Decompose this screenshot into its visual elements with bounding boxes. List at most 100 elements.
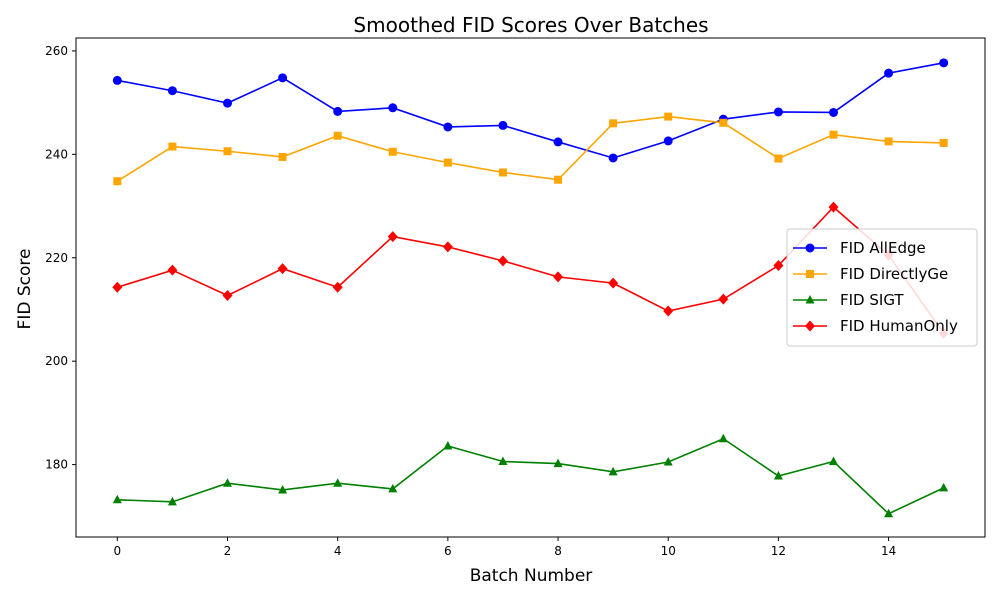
legend-label: FID DirectlyGe (840, 265, 948, 283)
data-point-fid-alledge (608, 153, 618, 163)
legend-marker (805, 295, 815, 304)
data-point-fid-alledge (829, 107, 838, 117)
data-point-fid-humanonly (663, 305, 674, 317)
legend-item-fid-alledge: FID AllEdge (793, 239, 926, 257)
data-point-fid-sigt (333, 478, 343, 487)
data-point-fid-alledge (278, 73, 288, 83)
data-point-fid-humanonly (828, 201, 839, 213)
data-point-fid-directlyge (498, 168, 507, 177)
data-point-fid-directlyge (388, 147, 397, 156)
axis-ticks: 0 2 4 6 8 10 12 14 180 200 220 240 260 (45, 44, 896, 558)
series-fid-directlyge (113, 112, 948, 186)
data-point-fid-directlyge (333, 131, 342, 140)
data-point-fid-alledge (884, 68, 894, 78)
data-point-fid-directlyge (609, 119, 618, 128)
data-point-fid-directlyge (554, 175, 563, 184)
series-fid-sigt (112, 433, 949, 518)
legend-label: FID SIGT (840, 291, 904, 309)
legend: FID AllEdge FID DirectlyGe FID SIGT FID Hum… (786, 228, 978, 347)
series-fid-alledge (112, 58, 949, 163)
data-point-fid-sigt (443, 440, 453, 450)
data-point-fid-sigt (718, 433, 728, 443)
data-point-fid-sigt (829, 456, 838, 466)
data-point-fid-sigt (167, 496, 177, 506)
data-point-fid-humanonly (387, 231, 398, 243)
data-point-fid-sigt (884, 508, 894, 518)
data-point-fid-alledge (553, 137, 563, 147)
chart-title: Smoothed FID Scores Over Batches (353, 13, 708, 37)
legend-marker (806, 270, 814, 278)
data-point-fid-directlyge (719, 118, 728, 127)
data-point-fid-directlyge (443, 158, 452, 167)
x-tick-label: 2 (224, 544, 232, 558)
series-line-fid-directlyge (116, 115, 944, 182)
y-tick-label: 220 (45, 251, 68, 265)
legend-label: FID AllEdge (840, 239, 926, 257)
data-point-fid-alledge (939, 58, 949, 68)
legend-item-fid-sigt: FID SIGT (793, 291, 904, 309)
data-point-fid-alledge (223, 98, 232, 108)
legend-item-fid-humanonly: FID HumanOnly (793, 317, 958, 335)
x-axis-title: Batch Number (470, 566, 593, 586)
data-point-fid-alledge (773, 107, 783, 117)
x-tick-label: 6 (444, 544, 452, 558)
data-point-fid-humanonly (718, 293, 729, 305)
data-point-fid-directlyge (664, 112, 673, 121)
y-tick-label: 200 (45, 354, 68, 368)
legend-marker (805, 320, 815, 332)
data-point-fid-alledge (112, 75, 122, 85)
data-point-fid-directlyge (113, 177, 122, 186)
data-point-fid-directlyge (278, 152, 287, 161)
x-tick-label: 12 (771, 544, 786, 558)
data-point-fid-alledge (388, 103, 398, 113)
data-point-fid-humanonly (277, 263, 288, 275)
data-point-fid-humanonly (773, 260, 784, 272)
y-tick-label: 240 (45, 147, 68, 161)
data-point-fid-alledge (498, 120, 508, 130)
y-tick-label: 180 (45, 458, 68, 472)
data-point-fid-sigt (112, 494, 122, 504)
data-point-fid-directlyge (223, 147, 232, 156)
legend-item-fid-directlyge: FID DirectlyGe (793, 265, 948, 283)
x-tick-label: 14 (881, 544, 896, 558)
data-point-fid-humanonly (112, 281, 123, 293)
data-point-fid-sigt (388, 483, 398, 493)
x-tick-label: 10 (661, 544, 676, 558)
data-point-fid-sigt (939, 482, 949, 492)
series-line-fid-alledge (117, 62, 944, 159)
legend-box (786, 228, 978, 347)
plot-area-frame (75, 37, 986, 538)
data-point-fid-sigt (608, 466, 618, 476)
data-point-fid-alledge (443, 122, 453, 132)
data-point-fid-directlyge (829, 130, 838, 139)
data-point-fid-humanonly (497, 255, 508, 267)
x-tick-label: 4 (334, 544, 342, 558)
data-point-fid-humanonly (608, 277, 619, 289)
legend-label: FID HumanOnly (840, 317, 958, 335)
data-point-fid-alledge (663, 136, 673, 146)
data-point-fid-humanonly (167, 264, 178, 276)
data-point-fid-humanonly (222, 290, 233, 302)
legend-marker (805, 243, 815, 253)
y-tick-label: 260 (45, 44, 68, 58)
data-point-fid-directlyge (168, 142, 177, 151)
data-point-fid-sigt (278, 484, 288, 494)
data-point-fid-humanonly (442, 241, 453, 253)
data-point-fid-directlyge (884, 137, 893, 146)
data-point-fid-sigt (773, 470, 783, 480)
series-line-fid-sigt (117, 437, 945, 515)
data-point-fid-alledge (333, 106, 343, 116)
x-tick-label: 0 (113, 544, 121, 558)
data-point-fid-directlyge (774, 154, 783, 163)
data-point-fid-sigt (498, 456, 508, 466)
x-tick-label: 8 (554, 544, 562, 558)
data-point-fid-sigt (553, 458, 563, 468)
data-point-fid-alledge (167, 86, 177, 96)
data-point-fid-humanonly (332, 281, 343, 293)
data-point-fid-directlyge (939, 138, 948, 147)
data-point-fid-sigt (663, 457, 673, 466)
data-point-fid-humanonly (553, 271, 564, 283)
y-axis-title: FID Score (15, 249, 35, 330)
data-point-fid-sigt (223, 478, 232, 487)
